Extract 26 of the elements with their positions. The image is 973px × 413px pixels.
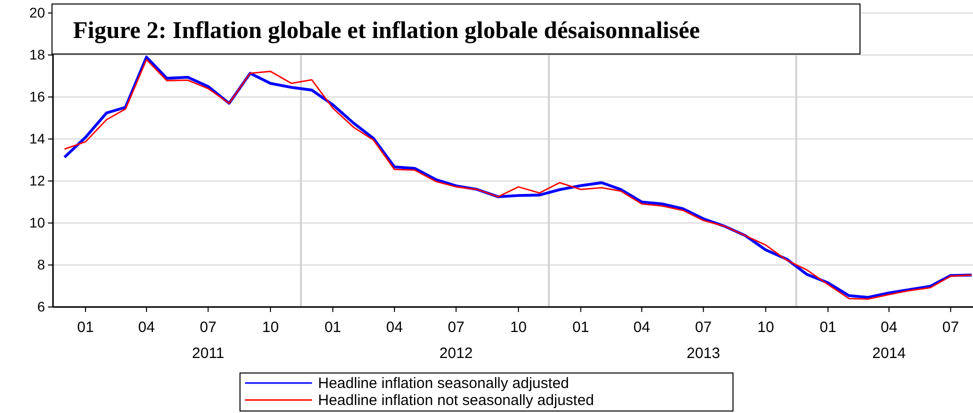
y-tick-label: 12 (29, 172, 46, 188)
y-tick-label: 8 (37, 256, 46, 272)
y-tick-label: 20 (29, 4, 46, 20)
x-tick-label: 10 (262, 319, 279, 336)
x-tick-label: 04 (386, 319, 403, 336)
legend-label: Headline inflation not seasonally adjusted (318, 392, 594, 409)
x-tick-label: 10 (757, 319, 774, 336)
x-tick-label: 01 (820, 319, 836, 336)
y-tick-label: 16 (29, 88, 46, 104)
y-tick-label: 10 (29, 214, 46, 230)
x-tick-label: 04 2014 (872, 319, 906, 362)
chart-title: Figure 2: Inflation globale et inflation globale désaisonnalisée (73, 18, 700, 44)
x-tick-label: 07 2011 (192, 319, 224, 362)
x-tick-label: 07 2013 (686, 319, 720, 362)
x-tick-label: 07 2012 (439, 319, 473, 362)
y-tick-label: 14 (29, 130, 46, 146)
y-tick-label: 18 (29, 46, 46, 62)
x-tick-label: 01 (77, 319, 94, 336)
legend-label: Headline inflation seasonally adjusted (318, 375, 570, 392)
x-tick-label: 01 (572, 319, 590, 336)
x-tick-label: 04 (633, 319, 650, 336)
x-tick-label: 10 (510, 319, 527, 336)
x-tick-label: 01 (324, 319, 342, 336)
y-tick-label: 6 (37, 298, 46, 314)
x-tick-label: 07 (942, 319, 959, 336)
x-tick-label: 04 (138, 319, 155, 336)
